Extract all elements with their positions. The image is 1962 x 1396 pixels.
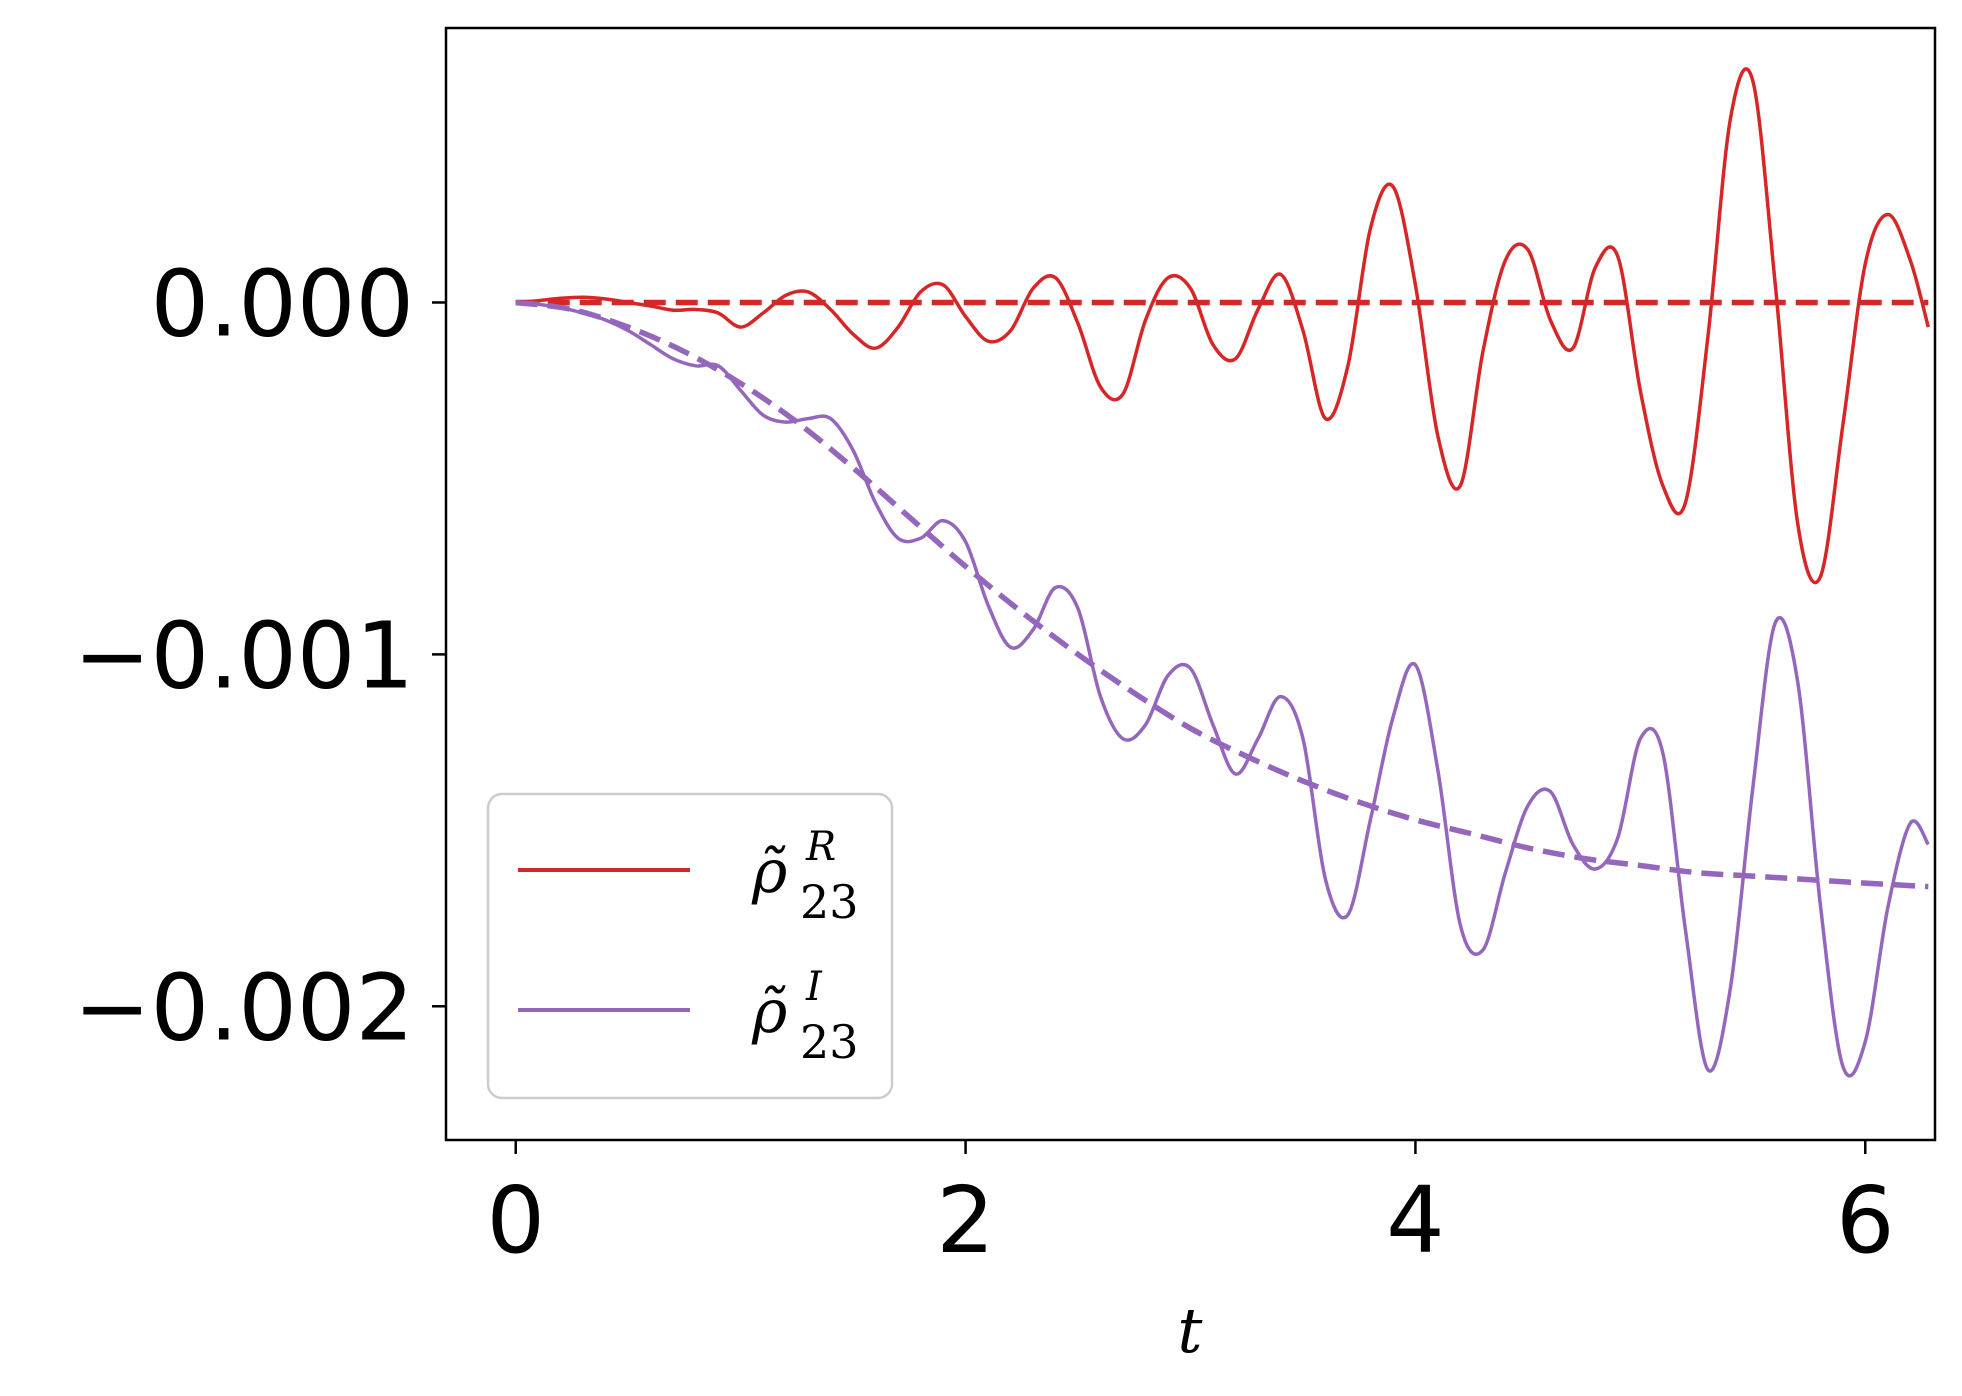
plot-frame [444, 26, 1937, 1142]
series-rho23-I-trend [515, 299, 1929, 890]
x-tick-label: 4 [1386, 1167, 1445, 1274]
y-tick-label: −0.001 [74, 602, 414, 709]
legend: ρ̃ R 23 ρ̃ I 23 [486, 792, 894, 1100]
y-axis: 0.000 −0.001 −0.002 [74, 250, 446, 1061]
x-tick-label: 0 [486, 1167, 545, 1274]
x-axis-label: t [1178, 1294, 1203, 1367]
legend-label-rho-i: ρ̃ [751, 977, 787, 1047]
legend-label-rho-r: ρ̃ [751, 837, 787, 907]
x-tick-label: 2 [936, 1167, 995, 1274]
series-rho23-R [515, 67, 1930, 585]
legend-label-rho-i-sub: 23 [800, 1015, 859, 1069]
series-rho23-I [515, 300, 1930, 1078]
legend-label-rho-r-sub: 23 [800, 875, 859, 929]
series-layer [515, 67, 1930, 1078]
x-tick-label: 6 [1836, 1167, 1895, 1274]
y-tick-label: 0.000 [151, 250, 414, 357]
legend-label-rho-i-sup: I [805, 964, 823, 1010]
legend-entry-rho23-i: ρ̃ I 23 [518, 964, 859, 1069]
legend-label-rho-r-sup: R [805, 824, 836, 870]
legend-entry-rho23-r: ρ̃ R 23 [518, 824, 859, 929]
y-tick-label: −0.002 [74, 954, 414, 1061]
x-axis: 0 2 4 6 [486, 1140, 1895, 1274]
